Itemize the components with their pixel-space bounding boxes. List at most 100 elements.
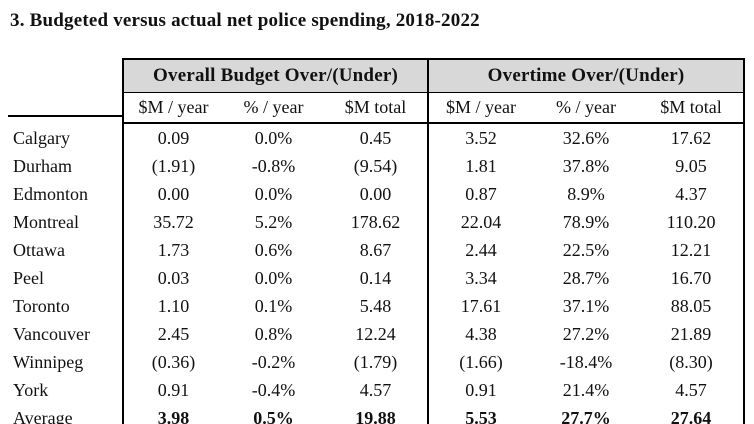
data-cell: 178.62 [350,211,401,232]
data-cell: 0.91 [122,376,223,404]
data-cell: 12.21 [639,236,746,264]
spending-table: Overall Budget Over/(Under) Overtime Ove… [8,58,746,424]
subcolumn-header-row: $M / year % / year $M total $M / year % … [8,93,746,124]
data-cell: 1.10 [122,292,223,320]
subcolumn-header-m-total: $M total [639,93,746,124]
data-cell: 3.34 [427,264,533,292]
data-cell: 0.5% [253,407,294,424]
table-body: Calgary 0.09 0.0% 0.45 3.52 32.6% 17.62 Durham (… [8,124,746,424]
table-row: York 0.91 -0.4% 4.57 0.91 21.4% 4.57 [8,376,746,404]
table-row: Ottawa 1.73 0.6% 8.67 2.44 22.5% 12.21 [8,236,746,264]
table-row: Winnipeg (0.36) -0.2% (1.79) (1.66) -18.4% (8.… [8,348,746,376]
table-row: Calgary 0.09 0.0% 0.45 3.52 32.6% 17.62 [8,124,746,152]
data-cell: (0.36) [122,348,223,376]
data-cell: 4.37 [639,180,746,208]
table-row: Montreal 35.72 5.2% 178.62 22.04 78.9% 110.20 [8,208,746,236]
data-cell: (1.66) [427,348,533,376]
data-cell: 0.0% [254,127,293,148]
table-row: Vancouver 2.45 0.8% 12.24 4.38 27.2% 21.89 [8,320,746,348]
data-cell: 4.57 [639,376,746,404]
data-cell: 5.48 [359,295,392,316]
data-cell: 21.89 [639,320,746,348]
row-label: Winnipeg [13,351,84,372]
data-cell: (1.79) [353,351,398,372]
data-cell: 17.62 [639,124,746,152]
data-cell: 12.24 [355,323,396,344]
data-cell: 0.0% [254,183,293,204]
data-cell: 35.72 [122,208,223,236]
table-row: Average 3.98 0.5% 19.88 5.53 27.7% 27.64 [8,404,746,424]
data-cell: 37.1% [562,295,610,316]
table-title: 3. Budgeted versus actual net police spe… [10,10,480,31]
data-cell: 27.7% [561,407,611,424]
data-cell: 0.6% [254,239,293,260]
data-cell: 19.88 [355,407,396,424]
data-cell: 110.20 [639,208,746,236]
data-cell: 0.00 [359,183,392,204]
data-cell: 0.8% [254,323,293,344]
data-cell: 27.2% [562,323,610,344]
group-header-overall-budget: Overall Budget Over/(Under) [122,58,428,93]
data-cell: 9.05 [639,152,746,180]
data-cell: 32.6% [562,127,610,148]
data-cell: 27.64 [639,404,746,424]
data-cell: -0.8% [251,155,296,176]
row-label: Toronto [13,295,70,316]
data-cell: (9.54) [353,155,398,176]
row-label: Vancouver [13,323,90,344]
row-label: Edmonton [13,183,88,204]
data-cell: 0.1% [254,295,293,316]
data-cell: 0.87 [427,180,533,208]
data-cell: 1.73 [122,236,223,264]
subcolumn-header-m-year: $M / year [427,93,534,124]
data-cell: -0.2% [251,351,296,372]
data-cell: 78.9% [562,211,610,232]
data-cell: 37.8% [562,155,610,176]
subcolumn-header-pct-year: % / year [533,93,640,124]
row-label: Durham [13,155,72,176]
data-cell: (8.30) [639,348,746,376]
data-cell: 22.04 [427,208,533,236]
table-header: Overall Budget Over/(Under) Overtime Ove… [8,58,746,124]
data-cell: 5.2% [254,211,293,232]
subcolumn-header-m-year: $M / year [122,93,223,124]
data-cell: 8.9% [567,183,605,204]
data-cell: 4.38 [427,320,533,348]
data-cell: 8.67 [359,239,392,260]
data-cell: 4.57 [359,379,392,400]
table-row: Edmonton 0.00 0.0% 0.00 0.87 8.9% 4.37 [8,180,746,208]
table-row: Durham (1.91) -0.8% (9.54) 1.81 37.8% 9.05 [8,152,746,180]
data-cell: 2.45 [122,320,223,348]
data-cell: -18.4% [559,351,613,372]
corner-cell [8,58,122,124]
row-label: Montreal [13,211,79,232]
data-cell: 3.98 [122,404,223,424]
group-header-row: Overall Budget Over/(Under) Overtime Ove… [8,58,746,124]
data-cell: (1.91) [122,152,223,180]
data-cell: 5.53 [427,404,533,424]
data-cell: 0.09 [122,124,223,152]
subcolumn-header-pct-year: % / year [223,93,324,124]
data-cell: 0.45 [359,127,392,148]
row-label: Average [13,407,73,424]
row-label: Calgary [13,127,70,148]
data-cell: 0.14 [359,267,392,288]
data-cell: 28.7% [562,267,610,288]
data-cell: 0.03 [122,264,223,292]
data-cell: 17.61 [427,292,533,320]
row-label: York [13,379,49,400]
subcolumn-header-m-total: $M total [324,93,428,124]
data-cell: -0.4% [251,379,296,400]
data-cell: 22.5% [562,239,610,260]
data-cell: 1.81 [427,152,533,180]
data-cell: 16.70 [639,264,746,292]
table-row: Peel 0.03 0.0% 0.14 3.34 28.7% 16.70 [8,264,746,292]
data-cell: 2.44 [427,236,533,264]
table-row: Toronto 1.10 0.1% 5.48 17.61 37.1% 88.05 [8,292,746,320]
data-cell: 21.4% [562,379,610,400]
row-label: Ottawa [13,239,65,260]
group-header-overtime: Overtime Over/(Under) [427,58,746,93]
data-cell: 3.52 [427,124,533,152]
data-cell: 0.0% [254,267,293,288]
